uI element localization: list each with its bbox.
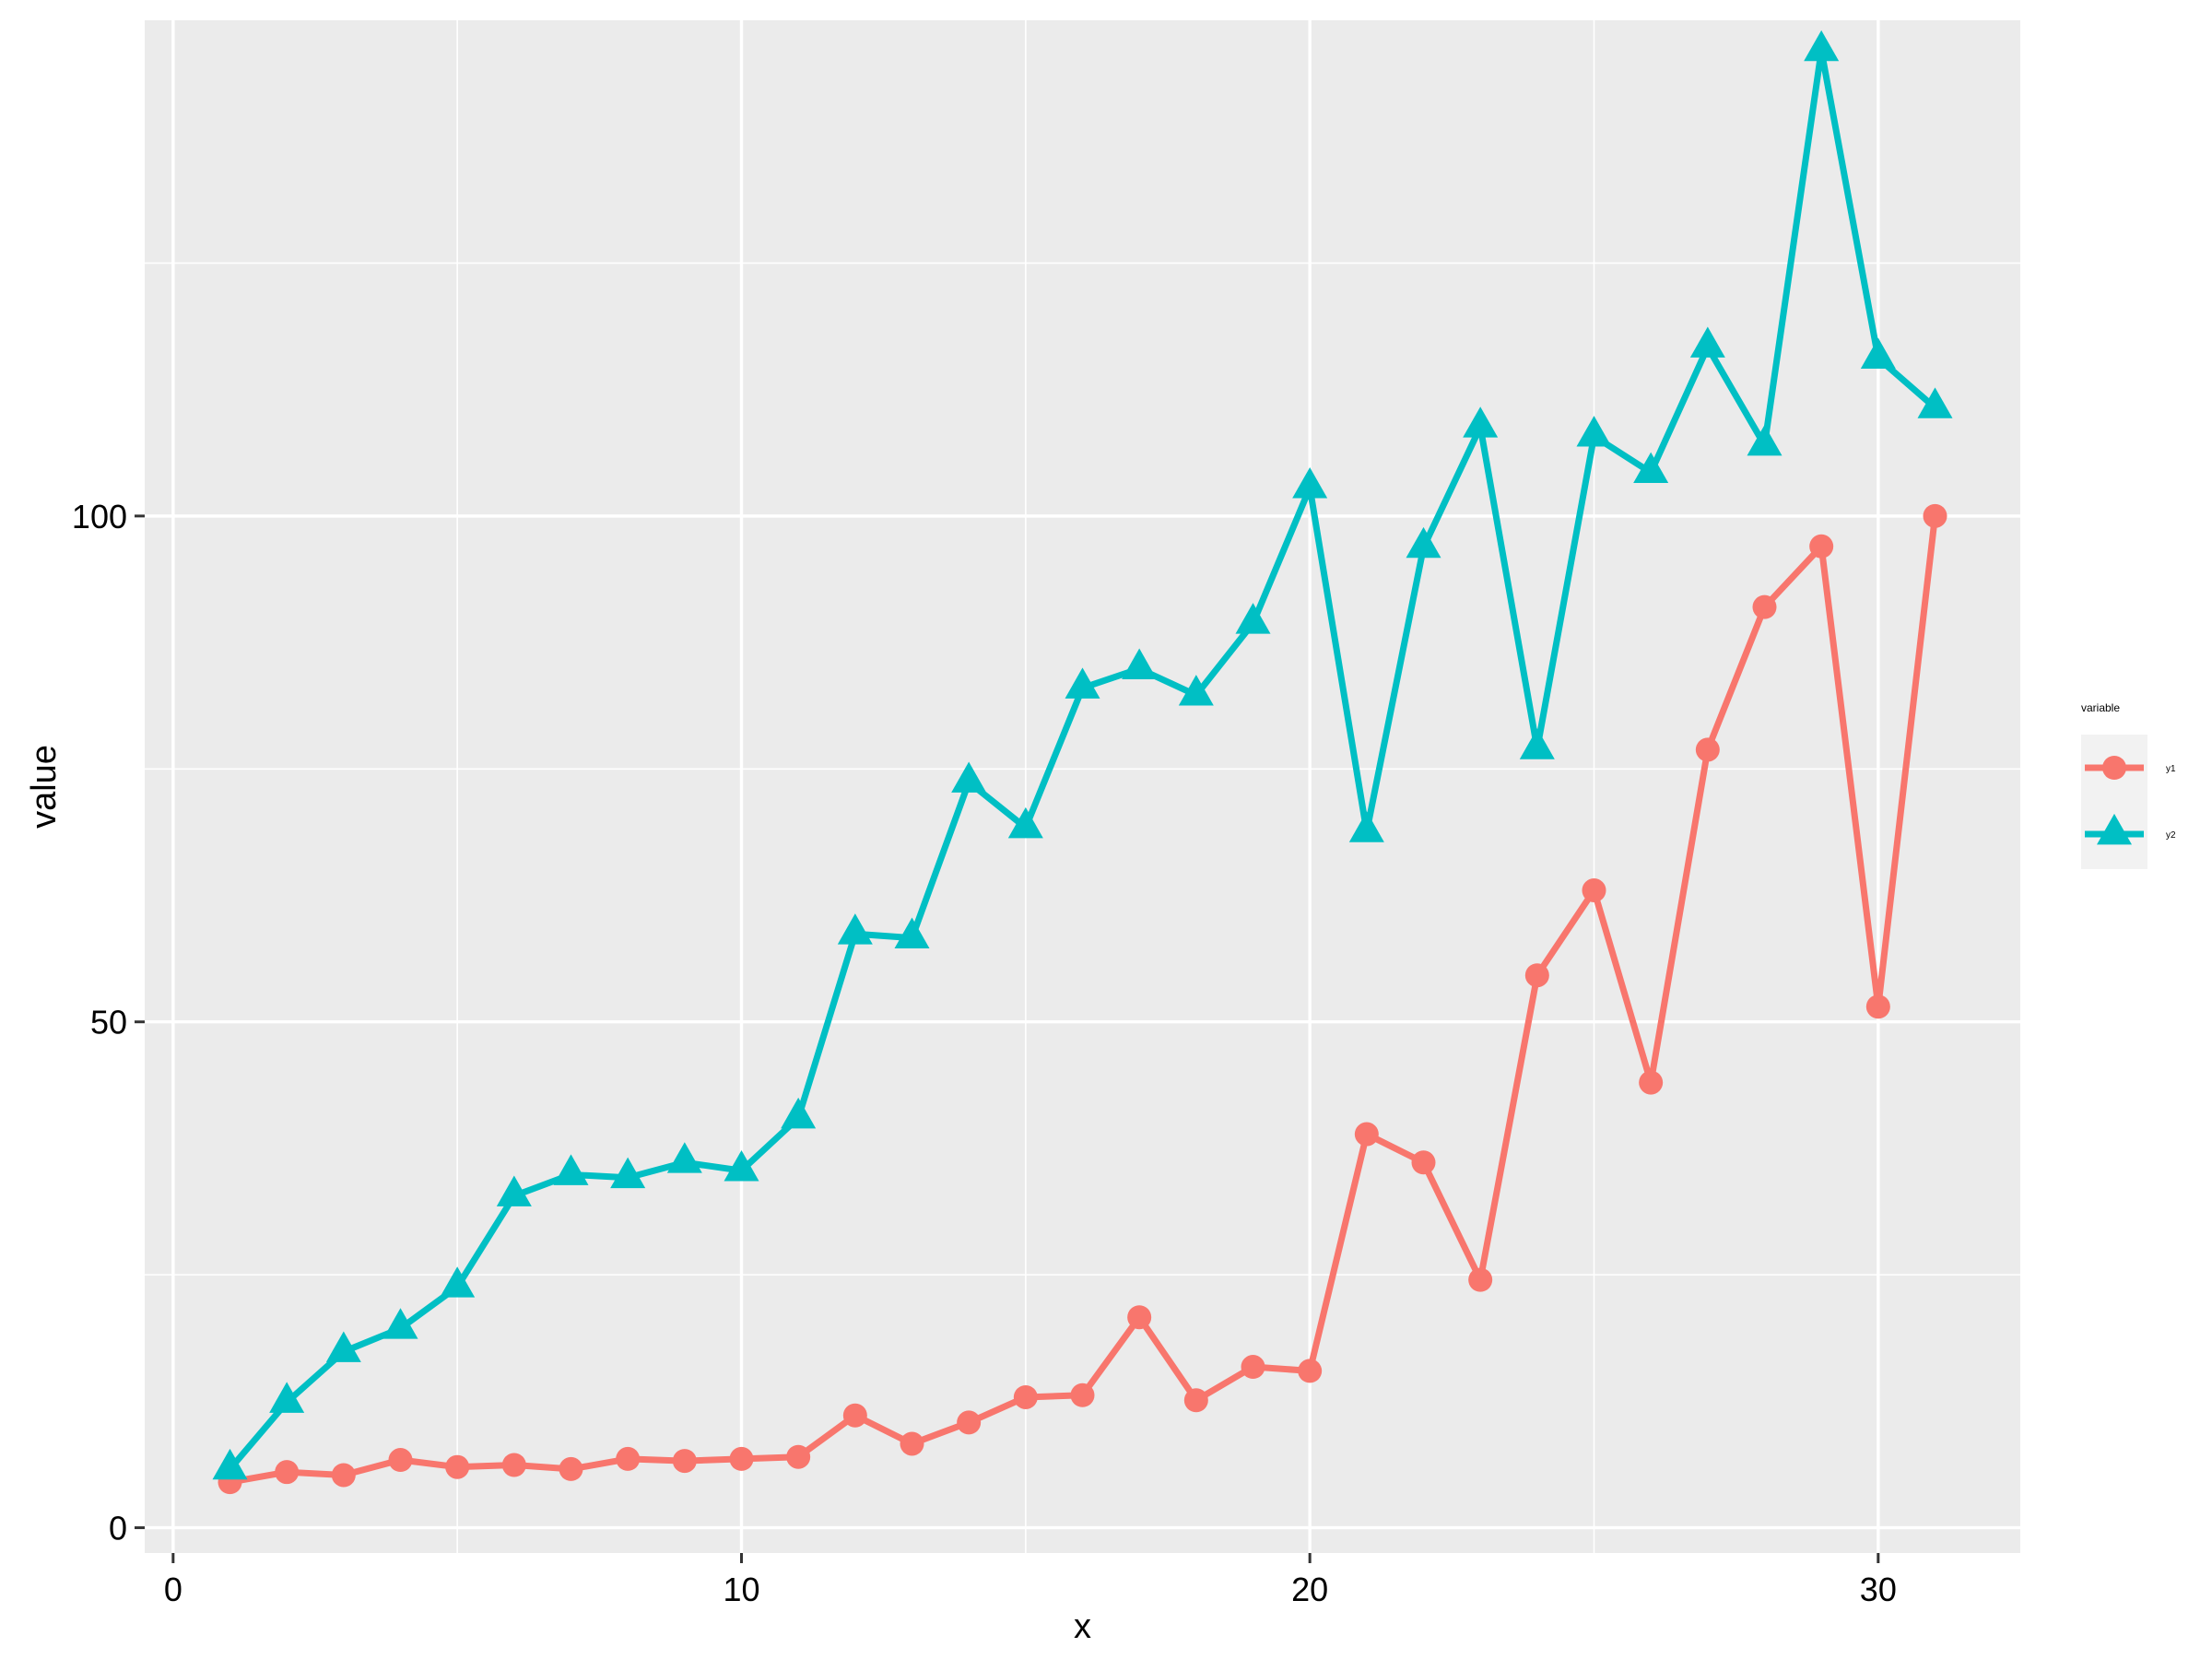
data-point-y2 bbox=[1292, 467, 1328, 499]
legend-item-y1: y1 bbox=[2085, 756, 2176, 780]
x-axis-title: x bbox=[1074, 1607, 1091, 1646]
data-point-y1 bbox=[842, 1403, 867, 1428]
legend-label-y1: y1 bbox=[2166, 764, 2176, 774]
data-point-y1 bbox=[1127, 1305, 1152, 1330]
data-point-y1 bbox=[1013, 1384, 1038, 1409]
legend-items: y1 y2 bbox=[2085, 756, 2176, 845]
legend: variable y1 y2 bbox=[2081, 701, 2176, 869]
data-point-y2 bbox=[1122, 648, 1158, 679]
data-point-y2 bbox=[1406, 526, 1441, 559]
data-point-y2 bbox=[1065, 667, 1100, 699]
series-y1 bbox=[218, 503, 1947, 1495]
data-point-y1 bbox=[1183, 1388, 1208, 1413]
plot-panel bbox=[145, 20, 2020, 1553]
y-tick-label: 100 bbox=[72, 498, 127, 535]
data-point-y2 bbox=[496, 1175, 532, 1206]
data-point-y1 bbox=[1809, 534, 1834, 559]
data-point-y1 bbox=[1411, 1150, 1436, 1175]
series-y2 bbox=[212, 29, 1953, 1480]
data-point-y1 bbox=[957, 1410, 982, 1435]
legend-marker-y2 bbox=[2097, 813, 2132, 845]
data-point-y2 bbox=[781, 1097, 817, 1129]
data-point-y1 bbox=[1923, 503, 1947, 528]
data-point-y1 bbox=[616, 1446, 641, 1471]
data-point-y1 bbox=[786, 1444, 811, 1469]
data-point-y2 bbox=[951, 761, 987, 793]
data-point-y1 bbox=[445, 1454, 470, 1479]
data-point-y1 bbox=[1582, 878, 1606, 903]
data-point-y2 bbox=[837, 913, 873, 945]
data-point-y2 bbox=[610, 1157, 646, 1189]
data-point-y2 bbox=[1007, 806, 1043, 839]
data-point-y2 bbox=[1689, 326, 1725, 358]
data-point-y1 bbox=[1524, 963, 1549, 988]
y-axis: 0 50 100 bbox=[72, 498, 145, 1547]
data-point-y1 bbox=[1354, 1122, 1379, 1147]
x-tick-label: 0 bbox=[164, 1571, 182, 1608]
data-point-y1 bbox=[1070, 1382, 1095, 1407]
x-tick-label: 20 bbox=[1291, 1571, 1328, 1608]
data-point-y1 bbox=[1865, 994, 1890, 1019]
data-point-y2 bbox=[1917, 387, 1953, 418]
data-point-y2 bbox=[1348, 811, 1384, 842]
data-point-y2 bbox=[382, 1308, 418, 1339]
data-point-y1 bbox=[900, 1431, 924, 1456]
data-point-y2 bbox=[1463, 406, 1499, 438]
data-point-y2 bbox=[325, 1331, 361, 1362]
data-point-y2 bbox=[1804, 29, 1840, 62]
data-point-y2 bbox=[724, 1150, 759, 1182]
data-point-y1 bbox=[1241, 1355, 1265, 1380]
data-point-y2 bbox=[1576, 416, 1612, 447]
legend-item-y2: y2 bbox=[2085, 813, 2176, 845]
data-point-y1 bbox=[501, 1453, 526, 1477]
data-point-y1 bbox=[729, 1446, 754, 1471]
legend-key-background bbox=[2081, 735, 2147, 869]
data-point-y2 bbox=[1519, 728, 1555, 759]
y-tick-label: 0 bbox=[109, 1510, 127, 1547]
legend-label-y2: y2 bbox=[2166, 830, 2176, 841]
data-point-y1 bbox=[331, 1463, 356, 1488]
data-point-y2 bbox=[1860, 337, 1896, 369]
data-point-y1 bbox=[1639, 1070, 1664, 1095]
x-axis: 0 10 20 30 bbox=[164, 1553, 1897, 1608]
x-tick-label: 10 bbox=[723, 1571, 759, 1608]
data-point-y2 bbox=[1633, 452, 1669, 484]
data-point-y1 bbox=[672, 1449, 697, 1474]
data-point-y1 bbox=[1752, 594, 1777, 619]
data-point-y2 bbox=[1178, 675, 1214, 706]
data-point-y2 bbox=[1747, 424, 1783, 456]
data-point-y2 bbox=[553, 1154, 589, 1185]
series-layer bbox=[212, 29, 1953, 1495]
y-tick-label: 50 bbox=[90, 1004, 127, 1041]
data-point-y2 bbox=[212, 1448, 248, 1480]
data-point-y1 bbox=[388, 1448, 413, 1473]
data-point-y1 bbox=[1468, 1267, 1493, 1292]
data-point-y2 bbox=[1235, 603, 1271, 634]
x-tick-label: 30 bbox=[1860, 1571, 1897, 1608]
data-point-y2 bbox=[666, 1142, 702, 1173]
data-point-y2 bbox=[269, 1382, 305, 1413]
data-point-y1 bbox=[559, 1456, 583, 1481]
major-gridlines bbox=[145, 20, 2020, 1553]
legend-marker-y1 bbox=[2102, 756, 2126, 780]
data-point-y1 bbox=[1695, 737, 1720, 762]
data-point-y1 bbox=[275, 1460, 300, 1485]
data-point-y2 bbox=[894, 917, 930, 948]
data-point-y1 bbox=[1298, 1359, 1323, 1383]
y-axis-title: value bbox=[25, 745, 64, 829]
data-point-y2 bbox=[440, 1266, 476, 1298]
legend-title: variable bbox=[2081, 701, 2120, 714]
